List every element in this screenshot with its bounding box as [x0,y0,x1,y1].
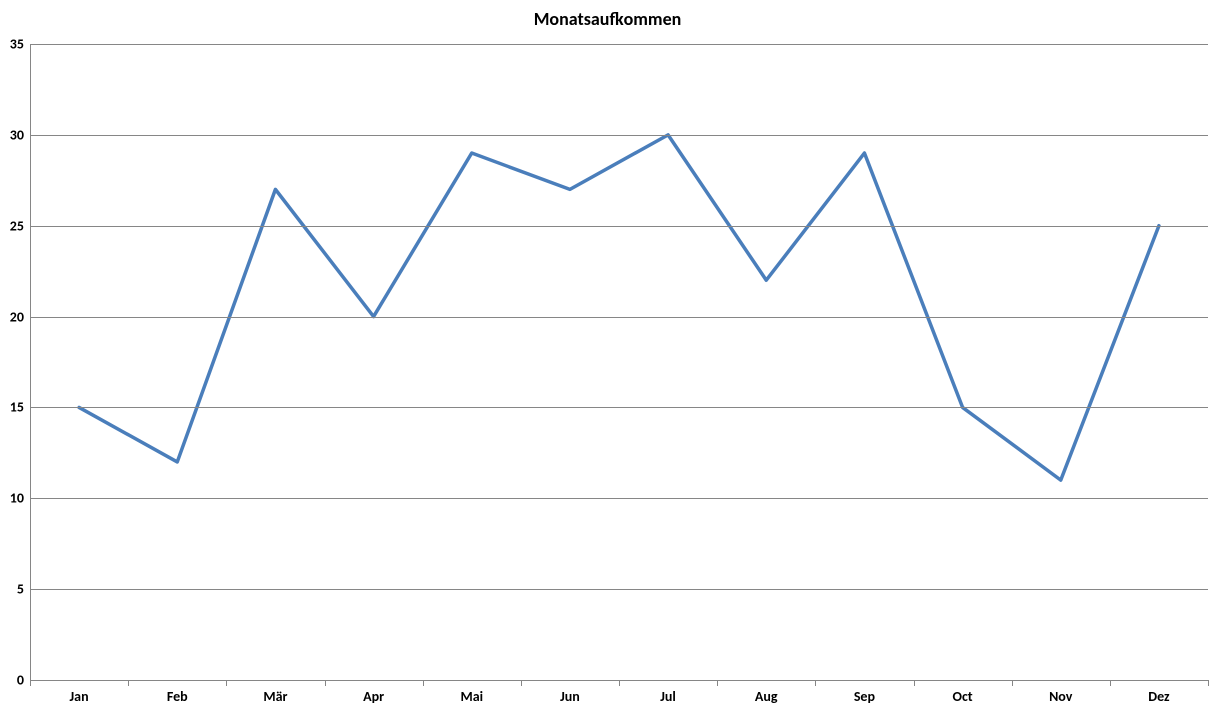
y-gridline [30,589,1208,590]
x-tick [815,680,816,686]
y-tick-label: 35 [10,36,30,53]
y-tick-label: 20 [10,308,30,325]
x-tick [1110,680,1111,686]
y-tick-label: 25 [10,217,30,234]
line-chart: Monatsaufkommen 05101520253035JanFebMärA… [0,0,1215,717]
y-tick-label: 30 [10,126,30,143]
y-gridline [30,135,1208,136]
y-gridline [30,44,1208,45]
x-tick [226,680,227,686]
chart-title: Monatsaufkommen [0,8,1215,30]
x-tick-label: Jun [560,680,580,705]
x-tick-label: Jan [70,680,89,705]
y-gridline [30,407,1208,408]
x-tick [914,680,915,686]
x-tick-label: Oct [952,680,972,705]
x-tick [1208,680,1209,686]
x-tick-label: Sep [854,680,875,705]
x-tick [717,680,718,686]
x-tick [1012,680,1013,686]
y-gridline [30,317,1208,318]
x-tick-label: Dez [1148,680,1169,705]
y-tick-label: 0 [17,672,30,689]
chart-line-layer [30,44,1208,680]
plot-area: 05101520253035JanFebMärAprMaiJunJulAugSe… [30,44,1208,680]
y-gridline [30,226,1208,227]
x-tick [521,680,522,686]
y-tick-label: 15 [10,399,30,416]
y-tick-label: 5 [17,581,30,598]
x-tick [423,680,424,686]
x-tick [619,680,620,686]
x-tick-label: Jul [660,680,676,705]
x-tick [128,680,129,686]
series-line [79,135,1159,480]
x-tick-label: Apr [363,680,384,705]
x-tick-label: Nov [1049,680,1072,705]
x-tick-label: Feb [167,680,188,705]
x-tick-label: Mär [263,680,287,705]
x-tick [30,680,31,686]
x-tick-label: Mai [460,680,483,705]
y-gridline [30,498,1208,499]
y-tick-label: 10 [10,490,30,507]
x-tick [325,680,326,686]
x-tick-label: Aug [755,680,778,705]
